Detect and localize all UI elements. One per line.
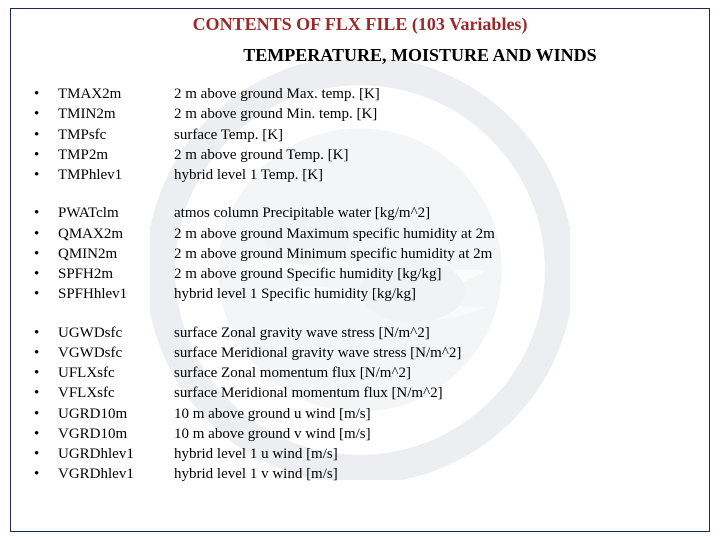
bullet: • (22, 343, 58, 363)
bullet: • (22, 104, 58, 124)
variable-name: QMIN2m (58, 244, 174, 264)
bullet: • (22, 424, 58, 444)
variable-group-moisture: • PWATclm atmos column Precipitable wate… (22, 203, 698, 304)
variable-row: • TMP2m 2 m above ground Temp. [K] (22, 145, 698, 165)
variable-description: hybrid level 1 Specific humidity [kg/kg] (174, 284, 698, 304)
variable-description: 10 m above ground v wind [m/s] (174, 424, 698, 444)
content-area: CONTENTS OF FLX FILE (103 Variables) TEM… (0, 0, 720, 513)
bullet: • (22, 383, 58, 403)
variable-row: • VFLXsfc surface Meridional momentum fl… (22, 383, 698, 403)
variable-name: SPFH2m (58, 264, 174, 284)
variable-description: 10 m above ground u wind [m/s] (174, 404, 698, 424)
variable-description: 2 m above ground Max. temp. [K] (174, 84, 698, 104)
variable-name: PWATclm (58, 203, 174, 223)
variable-name: TMPsfc (58, 125, 174, 145)
variable-description: surface Meridional gravity wave stress [… (174, 343, 698, 363)
variable-row: • TMPsfc surface Temp. [K] (22, 125, 698, 145)
bullet: • (22, 323, 58, 343)
bullet: • (22, 464, 58, 484)
variable-row: • UFLXsfc surface Zonal momentum flux [N… (22, 363, 698, 383)
bullet: • (22, 165, 58, 185)
variable-name: VGRD10m (58, 424, 174, 444)
variable-name: UGRDhlev1 (58, 444, 174, 464)
variable-description: surface Zonal momentum flux [N/m^2] (174, 363, 698, 383)
variable-description: hybrid level 1 u wind [m/s] (174, 444, 698, 464)
variable-name: UGRD10m (58, 404, 174, 424)
variable-row: • TMAX2m 2 m above ground Max. temp. [K] (22, 84, 698, 104)
variable-row: • VGWDsfc surface Meridional gravity wav… (22, 343, 698, 363)
variable-group-winds: • UGWDsfc surface Zonal gravity wave str… (22, 323, 698, 485)
variable-description: 2 m above ground Minimum specific humidi… (174, 244, 698, 264)
variable-row: • QMIN2m 2 m above ground Minimum specif… (22, 244, 698, 264)
variable-description: 2 m above ground Maximum specific humidi… (174, 224, 698, 244)
variable-row: • QMAX2m 2 m above ground Maximum specif… (22, 224, 698, 244)
variable-row: • UGRD10m 10 m above ground u wind [m/s] (22, 404, 698, 424)
variable-row: • TMIN2m 2 m above ground Min. temp. [K] (22, 104, 698, 124)
bullet: • (22, 84, 58, 104)
variable-description: surface Meridional momentum flux [N/m^2] (174, 383, 698, 403)
variable-name: TMIN2m (58, 104, 174, 124)
bullet: • (22, 203, 58, 223)
variable-description: 2 m above ground Temp. [K] (174, 145, 698, 165)
variable-name: QMAX2m (58, 224, 174, 244)
variable-name: VGWDsfc (58, 343, 174, 363)
bullet: • (22, 264, 58, 284)
bullet: • (22, 444, 58, 464)
variable-name: TMP2m (58, 145, 174, 165)
variable-row: • UGRDhlev1 hybrid level 1 u wind [m/s] (22, 444, 698, 464)
section-subtitle: TEMPERATURE, MOISTURE AND WINDS (142, 45, 698, 66)
variable-description: surface Temp. [K] (174, 125, 698, 145)
page-title: CONTENTS OF FLX FILE (103 Variables) (22, 14, 698, 35)
variable-name: VGRDhlev1 (58, 464, 174, 484)
variable-description: hybrid level 1 v wind [m/s] (174, 464, 698, 484)
variable-description: 2 m above ground Min. temp. [K] (174, 104, 698, 124)
variable-row: • VGRD10m 10 m above ground v wind [m/s] (22, 424, 698, 444)
variable-description: 2 m above ground Specific humidity [kg/k… (174, 264, 698, 284)
bullet: • (22, 244, 58, 264)
variable-name: TMPhlev1 (58, 165, 174, 185)
variable-description: hybrid level 1 Temp. [K] (174, 165, 698, 185)
variable-row: • VGRDhlev1 hybrid level 1 v wind [m/s] (22, 464, 698, 484)
bullet: • (22, 125, 58, 145)
variable-name: SPFHhlev1 (58, 284, 174, 304)
variable-description: surface Zonal gravity wave stress [N/m^2… (174, 323, 698, 343)
bullet: • (22, 284, 58, 304)
variable-name: TMAX2m (58, 84, 174, 104)
variable-name: VFLXsfc (58, 383, 174, 403)
variable-row: • UGWDsfc surface Zonal gravity wave str… (22, 323, 698, 343)
bullet: • (22, 404, 58, 424)
bullet: • (22, 224, 58, 244)
variable-row: • SPFH2m 2 m above ground Specific humid… (22, 264, 698, 284)
variable-row: • TMPhlev1 hybrid level 1 Temp. [K] (22, 165, 698, 185)
variable-row: • SPFHhlev1 hybrid level 1 Specific humi… (22, 284, 698, 304)
bullet: • (22, 363, 58, 383)
bullet: • (22, 145, 58, 165)
variable-row: • PWATclm atmos column Precipitable wate… (22, 203, 698, 223)
variable-name: UGWDsfc (58, 323, 174, 343)
variable-group-temperature: • TMAX2m 2 m above ground Max. temp. [K]… (22, 84, 698, 185)
variable-name: UFLXsfc (58, 363, 174, 383)
variable-description: atmos column Precipitable water [kg/m^2] (174, 203, 698, 223)
